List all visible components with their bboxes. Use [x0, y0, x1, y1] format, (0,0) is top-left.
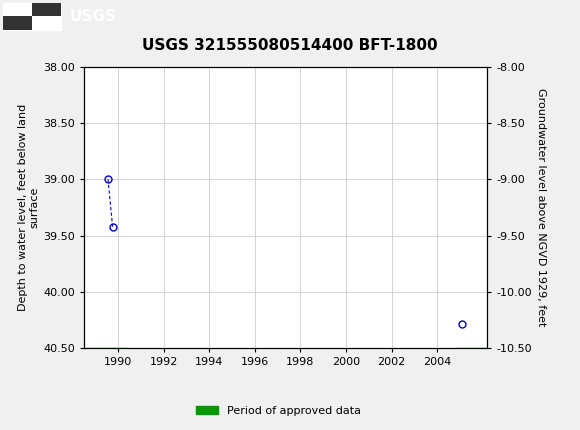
Y-axis label: Depth to water level, feet below land
surface: Depth to water level, feet below land su…: [17, 104, 39, 311]
Legend: Period of approved data: Period of approved data: [191, 401, 365, 420]
Text: USGS 321555080514400 BFT-1800: USGS 321555080514400 BFT-1800: [142, 38, 438, 52]
Bar: [3, 16, 32, 30]
Bar: [3, 3, 61, 30]
Y-axis label: Groundwater level above NGVD 1929, feet: Groundwater level above NGVD 1929, feet: [536, 88, 546, 327]
Text: USGS: USGS: [70, 9, 117, 24]
Bar: [32, 3, 61, 16]
